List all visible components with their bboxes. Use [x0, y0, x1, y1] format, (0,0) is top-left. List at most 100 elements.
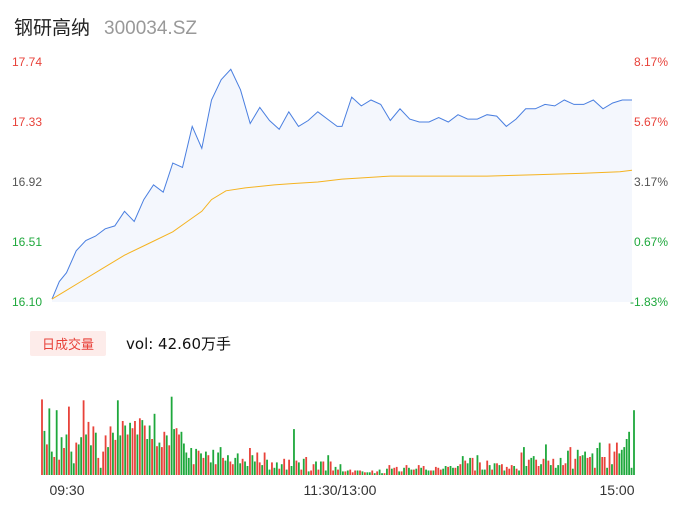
volume-bar	[305, 457, 308, 475]
volume-bar	[87, 421, 90, 475]
volume-bar	[258, 462, 261, 475]
volume-bar	[236, 453, 239, 475]
volume-bar	[593, 467, 596, 475]
volume-value: vol: 42.60万手	[126, 334, 232, 353]
volume-bar	[119, 435, 122, 475]
volume-bar	[163, 431, 166, 475]
volume-bar	[90, 445, 92, 475]
volume-bar	[417, 465, 420, 475]
volume-bar	[478, 462, 481, 475]
volume-bar	[229, 461, 232, 475]
volume-bar	[420, 467, 423, 475]
volume-bar	[378, 469, 381, 475]
volume-bar	[437, 467, 440, 475]
volume-bar	[302, 458, 305, 475]
y-tick-label-left: 17.33	[12, 115, 42, 129]
volume-bar	[124, 425, 127, 475]
y-tick-label-left: 16.10	[12, 295, 42, 309]
volume-bar	[376, 471, 379, 475]
volume-bar	[344, 471, 347, 475]
volume-bar	[182, 443, 185, 475]
volume-bar	[315, 461, 317, 475]
volume-bar	[224, 460, 227, 475]
volume-bar	[498, 465, 501, 475]
volume-bar	[554, 467, 557, 475]
volume-bar	[581, 455, 584, 475]
volume-bar	[273, 467, 276, 475]
volume-bar	[283, 458, 286, 475]
volume-bar	[290, 466, 293, 475]
volume-bar	[295, 460, 298, 475]
volume-bar	[584, 451, 586, 475]
volume-bar	[337, 469, 339, 475]
volume-bar	[408, 467, 410, 475]
volume-bar	[564, 463, 567, 475]
y-tick-label-right: 0.67%	[634, 235, 668, 249]
volume-bar	[266, 459, 268, 475]
daily-volume-badge[interactable]: 日成交量	[30, 330, 107, 356]
volume-bar	[493, 463, 496, 475]
volume-bar	[540, 464, 542, 475]
volume-bar	[339, 464, 342, 475]
volume-bar	[278, 468, 281, 475]
x-tick-label: 09:30	[49, 482, 84, 498]
volume-bar	[65, 434, 68, 475]
price-line	[51, 68, 632, 300]
volume-bar	[430, 470, 432, 475]
volume-bar	[231, 464, 234, 475]
volume-bar	[165, 435, 168, 475]
volume-bar	[501, 464, 503, 475]
volume-bar	[364, 472, 366, 475]
volume-bar	[633, 410, 635, 475]
volume-bar	[527, 459, 530, 475]
volume-bar	[317, 469, 320, 475]
volume-bar	[99, 467, 102, 475]
volume-bar	[207, 455, 210, 475]
volume-bar	[251, 455, 254, 475]
volume-bar	[574, 458, 577, 475]
volume-bar	[170, 396, 173, 475]
volume-bar	[410, 469, 413, 475]
volume-bar	[488, 465, 491, 475]
volume-bar	[359, 470, 361, 475]
y-tick-label-right: 5.67%	[634, 115, 668, 129]
volume-bar	[349, 469, 352, 475]
volume-bar	[180, 431, 183, 475]
volume-bar	[454, 467, 457, 475]
volume-bar	[606, 467, 608, 475]
volume-bar	[459, 464, 462, 475]
volume-bar	[280, 464, 283, 475]
volume-bar	[398, 471, 401, 475]
volume-bar	[53, 457, 56, 475]
volume-bar	[58, 459, 61, 475]
volume-bar	[579, 456, 582, 475]
volume-bar	[469, 457, 471, 475]
volume-bar	[503, 470, 506, 475]
volume-bar	[138, 418, 141, 475]
volume-bar	[442, 468, 445, 475]
volume-bar	[603, 457, 606, 475]
volume-info-row: 日成交量 vol: 42.60万手	[30, 330, 232, 356]
volume-bar	[439, 469, 442, 475]
volume-bar	[239, 463, 242, 475]
volume-bar	[549, 465, 552, 475]
volume-bar	[256, 452, 259, 475]
volume-bar	[432, 470, 435, 475]
volume-bar	[515, 468, 518, 475]
volume-bar	[268, 469, 271, 475]
volume-bar	[288, 459, 290, 475]
volume-bar	[559, 457, 562, 475]
y-tick-label-left: 16.51	[12, 235, 42, 249]
volume-bar	[427, 470, 430, 475]
volume-bar	[520, 452, 523, 475]
volume-bar	[434, 466, 437, 475]
volume-bar	[474, 470, 476, 475]
stock-name: 钢研高纳	[14, 17, 91, 39]
volume-bar	[623, 447, 626, 475]
volume-bar	[483, 469, 486, 475]
volume-bar	[630, 467, 633, 475]
volume-bar	[300, 469, 303, 475]
volume-bar	[615, 442, 618, 475]
volume-bar	[322, 461, 325, 475]
